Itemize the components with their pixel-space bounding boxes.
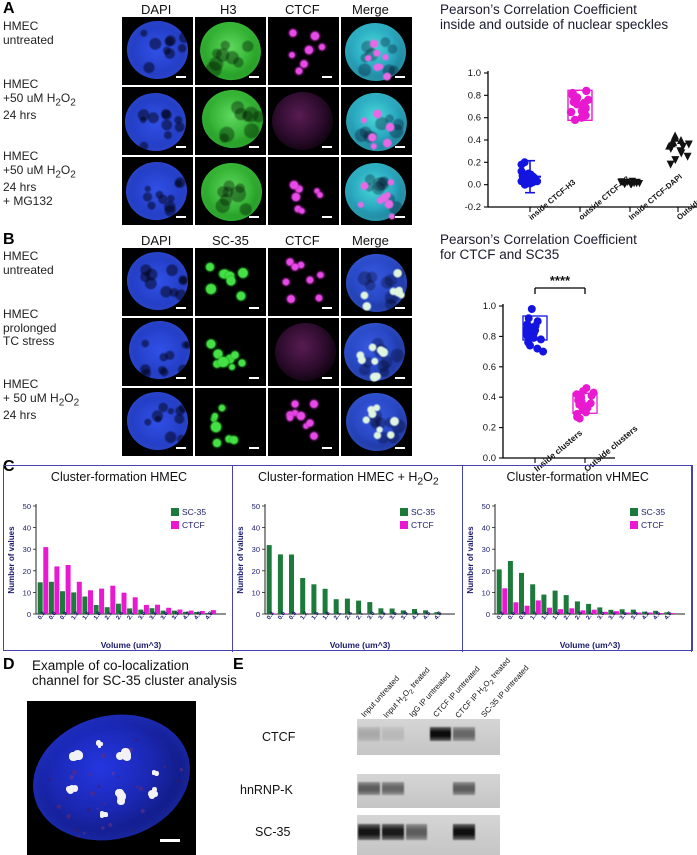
svg-text:0.0: 0.0 — [468, 180, 481, 191]
svg-text:30: 30 — [23, 545, 31, 554]
svg-text:50: 50 — [481, 502, 489, 511]
svg-text:0: 0 — [27, 610, 31, 619]
svg-text:50: 50 — [23, 502, 31, 511]
svg-text:-0.2: -0.2 — [465, 202, 481, 213]
svg-text:10: 10 — [23, 588, 31, 597]
svg-text:0.8: 0.8 — [483, 331, 496, 342]
svg-text:0.0: 0.0 — [483, 453, 496, 464]
svg-text:40: 40 — [23, 524, 31, 533]
svg-text:10: 10 — [252, 588, 260, 597]
svg-text:0.6: 0.6 — [468, 113, 481, 124]
svg-text:1.0: 1.0 — [483, 301, 496, 312]
svg-text:SC-35: SC-35 — [641, 507, 665, 517]
svg-text:Volume (um^3): Volume (um^3) — [559, 640, 620, 650]
svg-text:Number of values: Number of values — [7, 526, 16, 594]
svg-text:****: **** — [550, 273, 571, 288]
svg-text:0.4: 0.4 — [483, 392, 496, 403]
svg-text:0: 0 — [485, 610, 489, 619]
svg-text:40: 40 — [252, 524, 260, 533]
svg-text:0.6: 0.6 — [483, 362, 496, 373]
svg-text:Volume (um^3): Volume (um^3) — [330, 640, 391, 650]
svg-text:CTCF: CTCF — [411, 520, 434, 530]
svg-text:1.0: 1.0 — [468, 68, 481, 79]
svg-text:CTCF: CTCF — [641, 520, 664, 530]
svg-text:20: 20 — [481, 567, 489, 576]
svg-text:0.8: 0.8 — [468, 90, 481, 101]
svg-text:4.8: 4.8 — [663, 610, 673, 621]
svg-text:0.2: 0.2 — [468, 157, 481, 168]
svg-text:Volume (um^3): Volume (um^3) — [101, 640, 162, 650]
svg-text:10: 10 — [481, 588, 489, 597]
svg-text:CTCF: CTCF — [182, 520, 205, 530]
svg-text:30: 30 — [252, 545, 260, 554]
svg-text:SC-35: SC-35 — [411, 507, 435, 517]
svg-text:30: 30 — [481, 545, 489, 554]
svg-text:SC-35: SC-35 — [182, 507, 206, 517]
svg-text:20: 20 — [23, 567, 31, 576]
svg-text:20: 20 — [252, 567, 260, 576]
svg-text:Number of values: Number of values — [466, 526, 475, 594]
svg-text:Number of values: Number of values — [236, 526, 245, 594]
svg-text:0.2: 0.2 — [483, 423, 496, 434]
svg-text:40: 40 — [481, 524, 489, 533]
svg-text:4.8: 4.8 — [434, 610, 444, 621]
svg-text:50: 50 — [252, 502, 260, 511]
svg-text:0.4: 0.4 — [468, 135, 481, 146]
svg-text:0: 0 — [256, 610, 260, 619]
